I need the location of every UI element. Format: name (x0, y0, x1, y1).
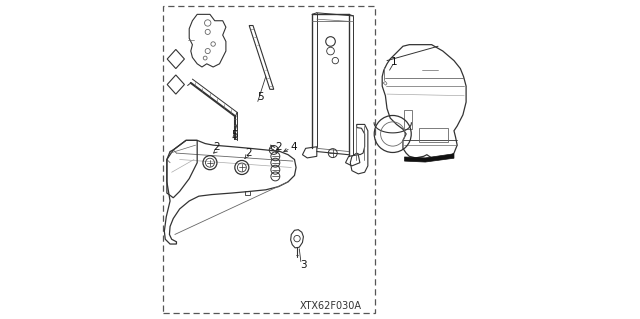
Polygon shape (404, 154, 454, 162)
Text: 4: 4 (291, 142, 297, 152)
Bar (404, 110, 412, 129)
Text: 2: 2 (245, 148, 252, 158)
Bar (419, 128, 447, 142)
Bar (163, 6, 375, 313)
Text: 5: 5 (231, 130, 238, 140)
Text: 1: 1 (391, 57, 397, 67)
Text: 2: 2 (275, 142, 282, 152)
Text: 2: 2 (213, 142, 220, 152)
Text: 5: 5 (258, 92, 264, 102)
Text: XTX62F030A: XTX62F030A (300, 301, 362, 311)
Text: 3: 3 (300, 260, 307, 271)
